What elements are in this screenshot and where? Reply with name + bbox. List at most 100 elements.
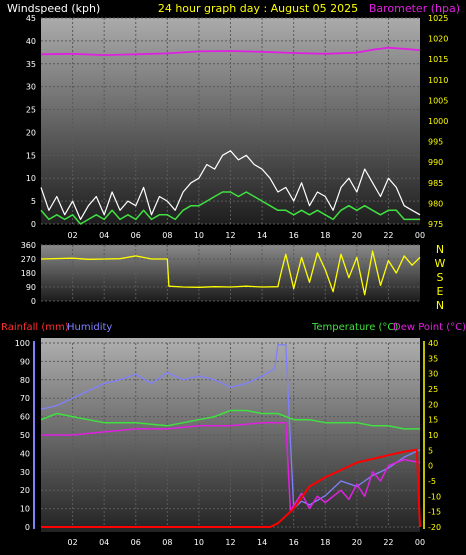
wind-gust-line xyxy=(40,150,421,220)
x-tick-label: 10 xyxy=(194,538,204,547)
temp-panel-series xyxy=(40,344,421,528)
left-tick-label: 50 xyxy=(20,431,30,440)
right-tick-label: 5 xyxy=(428,446,433,455)
x-tick-label: 18 xyxy=(320,538,330,547)
x-tick-label: 14 xyxy=(257,538,267,547)
x-tick-label: 12 xyxy=(225,538,235,547)
direction-tick-label: 270 xyxy=(21,255,36,264)
x-tick-label: 02 xyxy=(67,538,77,547)
left-tick-label: 90 xyxy=(20,357,30,366)
right-tick-label: 1005 xyxy=(428,96,448,105)
rainfall-label: Rainfall (mm) xyxy=(1,322,69,333)
wind-panel-series xyxy=(40,46,421,225)
x-tick-label: 22 xyxy=(383,538,393,547)
left-tick-label: 100 xyxy=(15,339,30,348)
dewpoint-line xyxy=(41,421,421,513)
right-tick-label: -15 xyxy=(428,508,441,517)
right-tick-label: 10 xyxy=(428,431,438,440)
compass-label: N xyxy=(436,243,444,256)
wind-direction-line xyxy=(40,250,421,296)
direction-tick-label: 0 xyxy=(31,297,36,306)
right-tick-label: 40 xyxy=(428,339,438,348)
x-tick-label: 12 xyxy=(225,231,235,240)
temperature-line xyxy=(40,409,420,430)
left-tick-label: 30 xyxy=(20,468,30,477)
left-tick-label: 0 xyxy=(25,523,30,532)
right-tick-label: 1020 xyxy=(428,35,448,44)
wind-panel-background xyxy=(41,18,420,224)
right-tick-label: 980 xyxy=(428,199,443,208)
left-tick-label: 45 xyxy=(26,14,36,23)
temperature-label: Temperature (°C) xyxy=(311,322,398,333)
compass-label: N xyxy=(436,299,444,312)
right-tick-label: 1015 xyxy=(428,55,448,64)
right-tick-label: 990 xyxy=(428,158,443,167)
direction-tick-label: 90 xyxy=(26,283,36,292)
x-tick-label: 10 xyxy=(194,231,204,240)
left-tick-label: 20 xyxy=(26,128,36,137)
direction-tick-label: 360 xyxy=(21,241,36,250)
right-tick-label: 30 xyxy=(428,370,438,379)
direction-panel-series xyxy=(40,250,421,296)
x-tick-label: 16 xyxy=(289,231,299,240)
left-tick-label: 40 xyxy=(20,449,30,458)
x-axis-hour-labels: 02 04 06 08 10 12 14 16 18 20 22 00 xyxy=(67,231,425,240)
x-tick-label: 06 xyxy=(131,538,141,547)
x-tick-label: 06 xyxy=(131,231,141,240)
x-tick-label: 04 xyxy=(99,231,109,240)
x-tick-label: 08 xyxy=(162,231,172,240)
right-tick-label: 25 xyxy=(428,385,438,394)
left-tick-label: 70 xyxy=(20,394,30,403)
temp-panel-axes: 0 10 20 30 40 50 60 70 80 90 100 -20 -15 -10 -5 0 5 10 15 2… xyxy=(15,339,441,532)
right-tick-label: 35 xyxy=(428,354,438,363)
right-tick-label: -20 xyxy=(428,523,441,532)
dewpoint-label: Dew Point (°C) xyxy=(393,322,466,333)
left-tick-label: 20 xyxy=(20,486,30,495)
compass-label: E xyxy=(437,285,444,298)
graph-title: 24 hour graph day : August 05 2025 xyxy=(158,2,358,15)
rainfall-line xyxy=(41,448,421,528)
left-tick-label: 25 xyxy=(26,106,36,115)
barometer-line xyxy=(40,46,421,56)
right-tick-label: 1000 xyxy=(428,117,448,126)
x-tick-label: 04 xyxy=(99,538,109,547)
left-tick-label: 30 xyxy=(26,83,36,92)
direction-panel-grid xyxy=(41,244,420,302)
right-tick-label: 1025 xyxy=(428,14,448,23)
right-tick-label: 975 xyxy=(428,220,443,229)
windspeed-title: Windspeed (kph) xyxy=(7,2,100,15)
left-tick-label: 0 xyxy=(31,220,36,229)
x-tick-label: 18 xyxy=(320,231,330,240)
right-tick-label: 985 xyxy=(428,179,443,188)
x-tick-label: 08 xyxy=(162,538,172,547)
wind-panel-grid xyxy=(41,17,420,225)
x-tick-label: 00 xyxy=(415,538,425,547)
x-tick-label: 14 xyxy=(257,231,267,240)
wind-average-line xyxy=(40,191,420,225)
barometer-title: Barometer (hpa) xyxy=(369,2,460,15)
left-tick-label: 15 xyxy=(26,151,36,160)
x-tick-label: 22 xyxy=(383,231,393,240)
compass-label: S xyxy=(437,271,444,284)
x-tick-label: 00 xyxy=(415,231,425,240)
x-tick-label: 16 xyxy=(289,538,299,547)
right-tick-label: -10 xyxy=(428,492,441,501)
left-tick-label: 10 xyxy=(20,505,30,514)
wind-panel-axes: 0510152025303540459759809859909951000100… xyxy=(26,14,449,229)
humidity-label: Humidity xyxy=(67,322,112,333)
right-tick-label: 995 xyxy=(428,138,443,147)
x-tick-label: 20 xyxy=(352,538,362,547)
x-axis-hour-labels-bottom: 02 04 06 08 10 12 14 16 18 20 22 00 xyxy=(67,538,425,547)
x-tick-label: 20 xyxy=(352,231,362,240)
right-tick-label: 20 xyxy=(428,400,438,409)
left-tick-label: 35 xyxy=(26,60,36,69)
compass-label: W xyxy=(435,257,446,270)
x-tick-label: 02 xyxy=(67,231,77,240)
left-tick-label: 10 xyxy=(26,174,36,183)
direction-tick-label: 180 xyxy=(21,269,36,278)
right-tick-label: 1010 xyxy=(428,76,448,85)
left-tick-label: 40 xyxy=(26,37,36,46)
right-tick-label: 15 xyxy=(428,416,438,425)
